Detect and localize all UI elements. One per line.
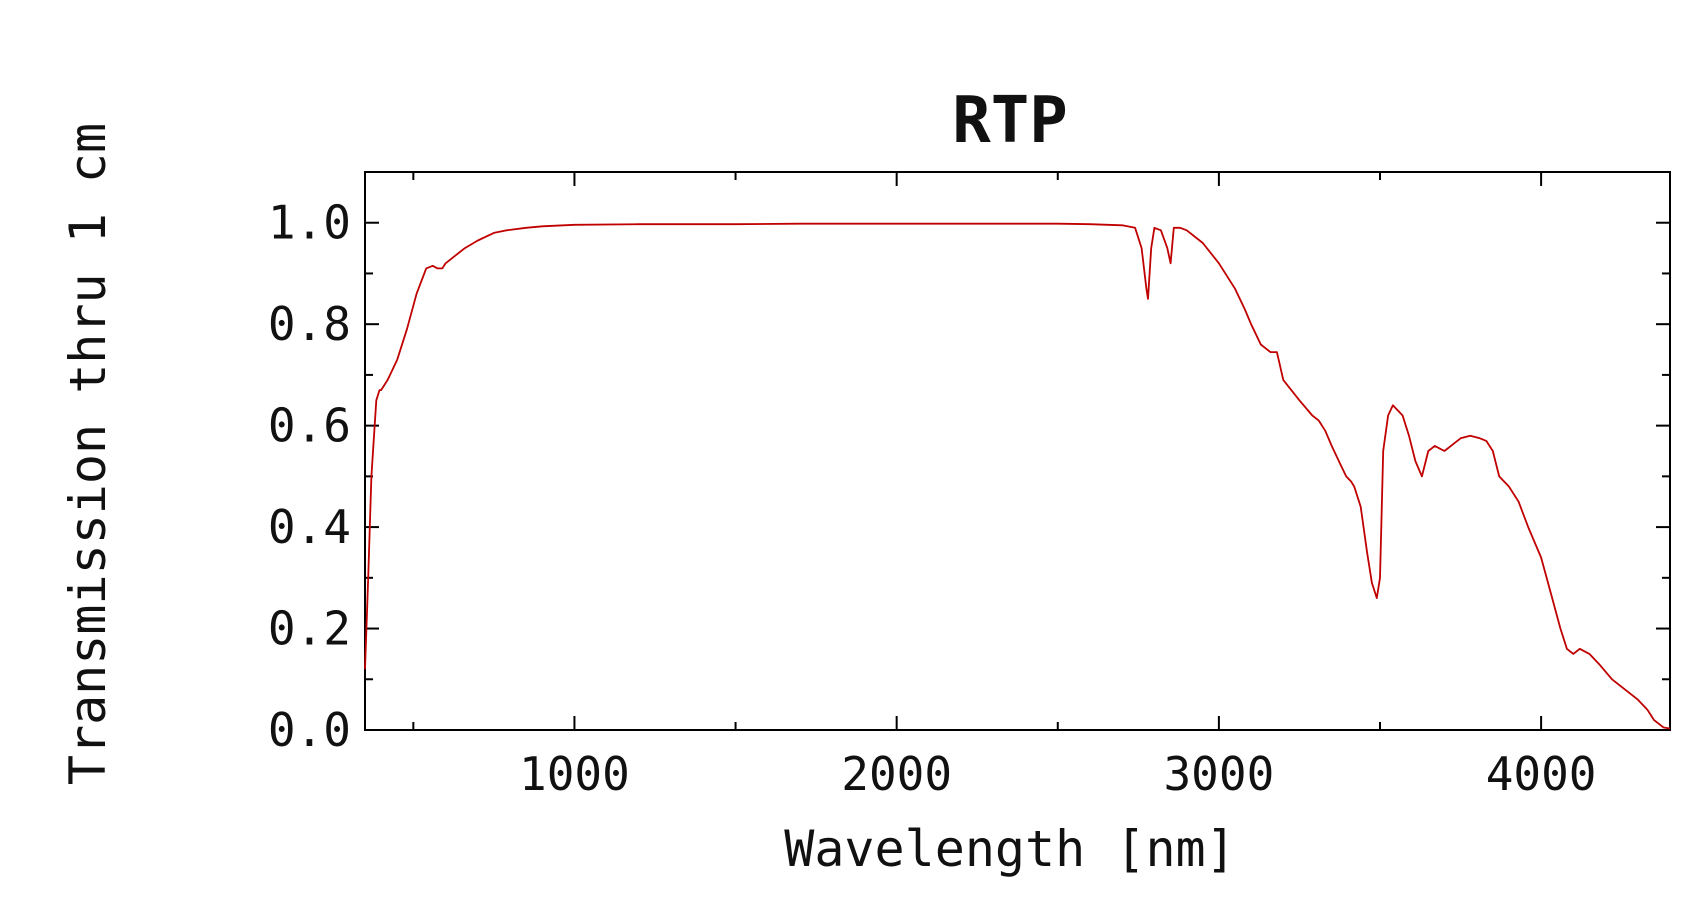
x-tick-label: 1000 — [519, 747, 630, 801]
plot-frame — [364, 171, 1671, 731]
x-tick-label: 2000 — [841, 747, 952, 801]
x-tick-label: 4000 — [1486, 747, 1597, 801]
y-tick-label: 1.0 — [268, 196, 351, 250]
y-tick-label: 0.6 — [268, 399, 351, 453]
chart-title: RTP — [952, 84, 1068, 158]
tick-labels: 0.0 0.2 0.4 0.6 0.8 1.0 1000 2000 3000 4000 — [268, 196, 1597, 801]
x-axis-label: Wavelength [nm] — [784, 820, 1236, 878]
y-tick-label: 0.8 — [268, 297, 351, 351]
series-layer — [364, 222, 1671, 730]
series-line-0 — [364, 222, 1671, 730]
x-tick-label: 3000 — [1163, 747, 1274, 801]
y-tick-label: 0.2 — [268, 602, 351, 656]
y-tick-label: 0.4 — [268, 500, 351, 554]
axis-ticks — [365, 171, 1670, 731]
y-axis-label: Transmission thru 1 cm — [59, 123, 117, 785]
y-tick-label: 0.0 — [268, 703, 351, 757]
